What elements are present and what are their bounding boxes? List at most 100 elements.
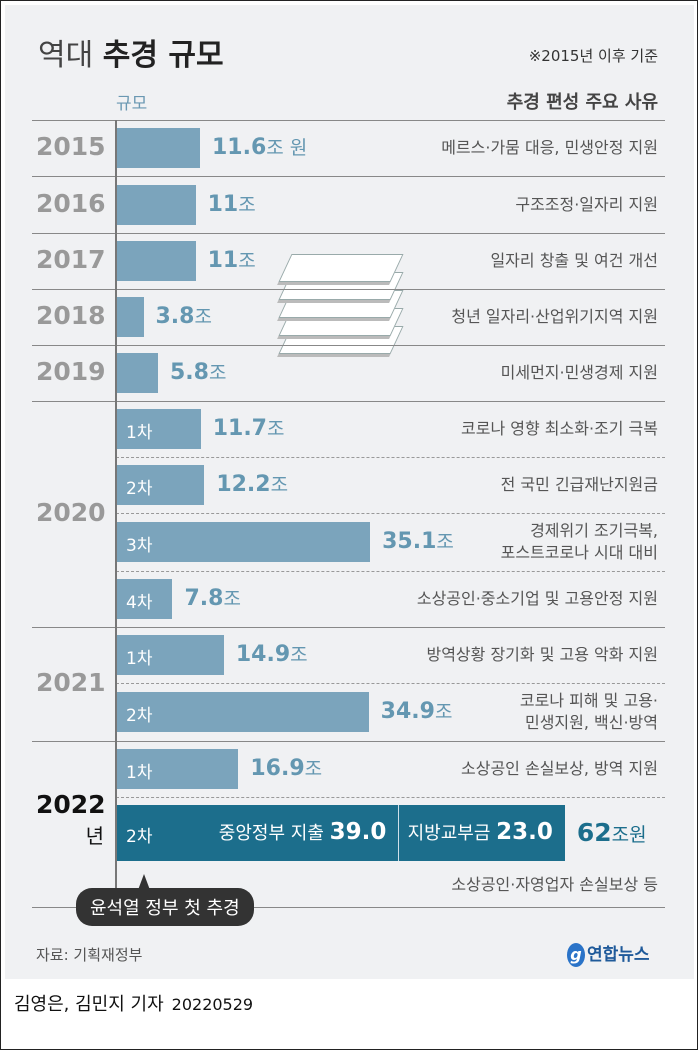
value-unit: 조 <box>436 531 454 553</box>
reason-text: 소상공인 손실보상, 방역 지원 <box>461 758 658 780</box>
value-number: 7.8 <box>184 586 224 611</box>
byline-date: 20220529 <box>171 995 254 1014</box>
value-unit: 조원 <box>611 824 647 846</box>
value-number: 35.1 <box>382 529 437 554</box>
value-label: 11.7조 <box>213 414 285 441</box>
reason-text: 코로나 피해 및 고용· 민생지원, 백신·방역 <box>520 690 658 734</box>
yonhap-logo: g 연합뉴스 <box>567 940 650 967</box>
reason-text: 메르스·가뭄 대응, 민생안정 지원 <box>441 137 658 159</box>
divider-line <box>32 289 665 290</box>
value-label: 16.9조 <box>250 754 322 781</box>
value-unit: 조 <box>194 306 212 328</box>
dashed-divider <box>116 513 665 514</box>
reason-text: 미세먼지·민생경제 지원 <box>501 362 658 384</box>
dashed-divider <box>116 797 665 798</box>
value-unit: 조 <box>238 193 256 216</box>
divider-line <box>32 233 665 234</box>
round-label: 1차 <box>126 423 153 443</box>
title-bold: 추경 규모 <box>102 38 224 73</box>
value-number: 11.6 <box>211 135 267 160</box>
value-number: 3.8 <box>155 304 195 329</box>
segment-value: 23.0 <box>496 819 553 845</box>
segment-name: 지방교부금 <box>407 823 497 844</box>
round-label: 2차 <box>126 706 153 726</box>
reason-text: 방역상황 장기화 및 고용 악화 지원 <box>426 644 658 666</box>
divider-line <box>32 741 665 742</box>
value-number: 11.7 <box>212 416 267 441</box>
reason-text: 전 국민 긴급재난지원금 <box>501 474 658 496</box>
value-number: 11 <box>207 248 239 273</box>
callout-bubble: 윤석열 정부 첫 추경 <box>76 888 254 926</box>
round-label: 2차 <box>126 827 153 847</box>
value-label: 11.6조 원 <box>212 133 307 160</box>
value-unit: 조 <box>304 758 323 780</box>
value-label: 11조 <box>208 246 256 273</box>
money-stack-illustration <box>265 246 404 361</box>
reason-text: 경제위기 조기극복, 포스트코로나 시대 대비 <box>501 520 658 564</box>
bar <box>116 465 205 505</box>
value-number: 14.9 <box>235 642 291 667</box>
reason-line: 코로나 피해 및 고용· <box>519 691 658 710</box>
bar <box>116 409 201 449</box>
round-label: 1차 <box>126 649 153 669</box>
value-number: 62 <box>576 818 612 847</box>
reason-line: 소상공인 손실보상, 방역 지원 <box>461 759 658 778</box>
year-label: 2019 <box>36 357 106 386</box>
basis-note: ※2015년 이후 기준 <box>528 47 658 65</box>
value-label: 7.8조 <box>184 584 240 611</box>
value-unit: 조 <box>270 474 289 496</box>
segment-name: 중앙정부 지출 <box>218 823 330 844</box>
axis-line <box>115 120 117 907</box>
value-label: 62조원 <box>577 818 647 847</box>
bar <box>116 128 200 168</box>
reason-line: 일자리 창출 및 여건 개선 <box>490 251 658 270</box>
value-label: 3.8조 <box>156 302 212 329</box>
reason-line: 구조조정·일자리 지원 <box>515 194 658 214</box>
value-unit: 조 <box>223 588 241 610</box>
value-unit: 조 <box>434 701 453 723</box>
reason-text: 소상공인·중소기업 및 고용안정 지원 <box>417 588 658 610</box>
segment-label: 지방교부금 23.0 <box>398 819 553 845</box>
round-label: 4차 <box>126 593 153 613</box>
divider-line <box>32 907 665 908</box>
dashed-divider <box>116 683 665 684</box>
year-label: 2017 <box>36 245 106 274</box>
reason-line: 경제위기 조기극복, <box>530 521 658 540</box>
year-label: 2020 <box>36 498 106 527</box>
bar <box>116 297 144 337</box>
year-label: 2022 <box>36 790 106 819</box>
value-number: 34.9 <box>380 699 435 724</box>
reason-line: 메르스·가뭄 대응, 민생안정 지원 <box>441 138 658 157</box>
reason-line: 방역상황 장기화 및 고용 악화 지원 <box>426 645 658 664</box>
value-label: 5.8조 <box>170 358 226 385</box>
year-label: 2018 <box>36 301 106 330</box>
reason-line: 미세먼지·민생경제 지원 <box>500 363 658 382</box>
value-label: 14.9조 <box>236 640 308 667</box>
year-label: 2015 <box>36 132 106 161</box>
value-number: 12.2 <box>216 472 271 497</box>
logo-text: 연합뉴스 <box>587 945 650 965</box>
bar <box>116 805 565 861</box>
value-unit: 조 <box>290 644 308 666</box>
bar <box>116 184 196 225</box>
logo-icon: g <box>567 943 585 967</box>
value-label: 11조 <box>208 190 256 217</box>
reason-line: 전 국민 긴급재난지원금 <box>500 475 658 494</box>
value-label: 35.1조 <box>382 527 454 554</box>
bar <box>116 241 196 281</box>
divider-line <box>32 627 665 628</box>
title-light: 역대 <box>38 38 94 73</box>
divider-line <box>32 176 665 177</box>
round-label: 3차 <box>126 536 153 556</box>
source-text: 자료: 기획재정부 <box>36 946 143 964</box>
round-label: 1차 <box>126 763 153 783</box>
reason-line: 코로나 영향 최소화·조기 극복 <box>461 419 658 438</box>
segment-divider <box>398 805 400 861</box>
year-suffix: 년 <box>85 824 104 848</box>
segment-value: 39.0 <box>329 819 387 845</box>
byline: 김영은, 김민지 기자 20220529 <box>14 990 253 1016</box>
value-number: 11 <box>207 191 239 217</box>
reason-line: 청년 일자리·산업위기지역 지원 <box>451 307 658 326</box>
chart-title: 역대 추경 규모 <box>38 30 224 74</box>
bar <box>116 749 239 789</box>
